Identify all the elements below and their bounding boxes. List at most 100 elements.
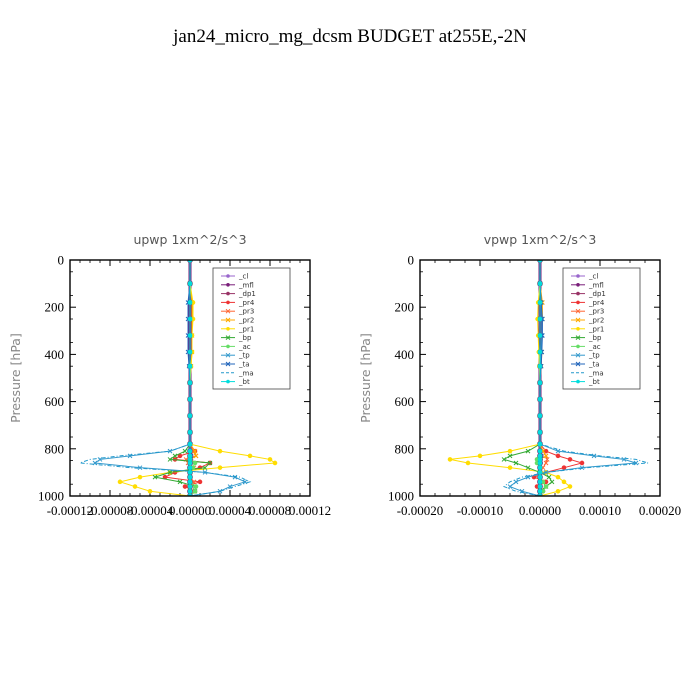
x-tick-label: 0.00000 [169, 503, 211, 518]
series-point [543, 484, 549, 489]
legend-label: _tp [588, 352, 600, 360]
series-point [187, 333, 193, 338]
legend-marker [575, 361, 581, 367]
series-point [182, 448, 188, 454]
series-point [247, 453, 253, 459]
y-tick-label: 0 [408, 253, 415, 268]
series-point [187, 413, 193, 419]
series-point [507, 465, 513, 470]
legend-label: _mfl [588, 281, 604, 289]
legend-label: _cl [238, 273, 248, 281]
series-point [207, 460, 213, 466]
series-point [579, 460, 585, 466]
legend-label: _pr3 [588, 308, 604, 316]
series-point [525, 465, 531, 471]
legend-label: _dp1 [238, 290, 256, 298]
series-point [202, 470, 208, 475]
series-point [217, 448, 223, 454]
series-point [537, 396, 543, 402]
series-line-ma [79, 260, 252, 496]
legend-label: _ac [238, 343, 251, 351]
series-point [579, 465, 585, 471]
series-point [187, 429, 193, 435]
legend-label: _cl [588, 273, 598, 281]
series-point [537, 460, 543, 466]
series-point [549, 479, 555, 485]
plot-frame [419, 259, 661, 497]
series-line-pr1 [449, 260, 571, 496]
x-tick-label: -0.00008 [87, 503, 134, 518]
chart-panel-upwp: upwp 1xm^2/s^3 Pressure [hPa] 0 200 400 600 80… [8, 232, 331, 518]
y-tick-label: 0 [58, 253, 65, 268]
legend-marker [575, 352, 581, 358]
panel-title: upwp 1xm^2/s^3 [133, 232, 246, 247]
series-point [193, 484, 199, 489]
series-point [202, 465, 208, 471]
series-point [177, 479, 183, 485]
series-point [537, 484, 543, 489]
series-point [537, 474, 543, 480]
series-point [187, 474, 193, 480]
x-tick-label: -0.00020 [397, 503, 444, 518]
series-point [187, 363, 193, 369]
legend-marker [575, 317, 581, 323]
legend-marker [226, 274, 230, 278]
x-tick-label: 0.00012 [289, 503, 331, 518]
series-point [187, 448, 193, 454]
legend-marker [225, 335, 231, 340]
series-point [525, 448, 531, 454]
series-point [182, 484, 188, 489]
series-point [187, 484, 193, 489]
legend-marker [225, 361, 231, 367]
legend-label: _pr1 [238, 325, 254, 333]
y-tick-label: 200 [45, 300, 65, 315]
series-point [187, 300, 193, 305]
series-point [543, 460, 549, 466]
legend-marker [226, 283, 230, 287]
series-point [187, 488, 193, 494]
series-point [537, 441, 543, 447]
series-point [187, 349, 193, 355]
y-tick-label: 400 [45, 347, 65, 362]
series-point [117, 479, 123, 485]
series-point [167, 448, 173, 454]
legend-marker [576, 283, 580, 287]
series-point [555, 453, 561, 459]
x-tick-label: 0.00000 [519, 503, 561, 518]
series-point [187, 441, 193, 447]
x-tick-label: 0.00010 [579, 503, 621, 518]
legend-marker [226, 327, 230, 331]
y-axis-label: Pressure [hPa] [358, 333, 373, 423]
series-point [137, 465, 143, 471]
series-point [167, 457, 173, 462]
legend-marker [226, 300, 230, 305]
legend-marker [225, 352, 231, 358]
series-point [192, 488, 198, 494]
legend-marker [576, 379, 580, 384]
legend-label: _pr4 [588, 299, 605, 307]
series-point [192, 448, 198, 454]
series-point [507, 448, 513, 454]
series-point [501, 457, 507, 462]
series-point [187, 465, 193, 470]
legend-marker [576, 300, 580, 305]
series-point [537, 470, 543, 475]
series-point [543, 448, 549, 454]
series-point [152, 474, 158, 480]
series-point [137, 474, 143, 480]
y-tick-label: 200 [395, 300, 415, 315]
legend-marker [226, 291, 230, 296]
series-point [167, 470, 173, 475]
legend-label: _ta [238, 361, 250, 369]
legend-label: _pr3 [238, 308, 254, 316]
legend-label: _pr2 [588, 317, 604, 325]
legend-label: _ta [588, 361, 600, 369]
legend-label: _pr2 [238, 317, 254, 325]
y-tick-label: 1000 [38, 489, 64, 504]
series-point [561, 479, 567, 485]
x-tick-label: 0.00008 [249, 503, 291, 518]
series-point [543, 453, 549, 459]
y-axis-label: Pressure [hPa] [8, 333, 23, 423]
legend-marker [576, 327, 580, 331]
